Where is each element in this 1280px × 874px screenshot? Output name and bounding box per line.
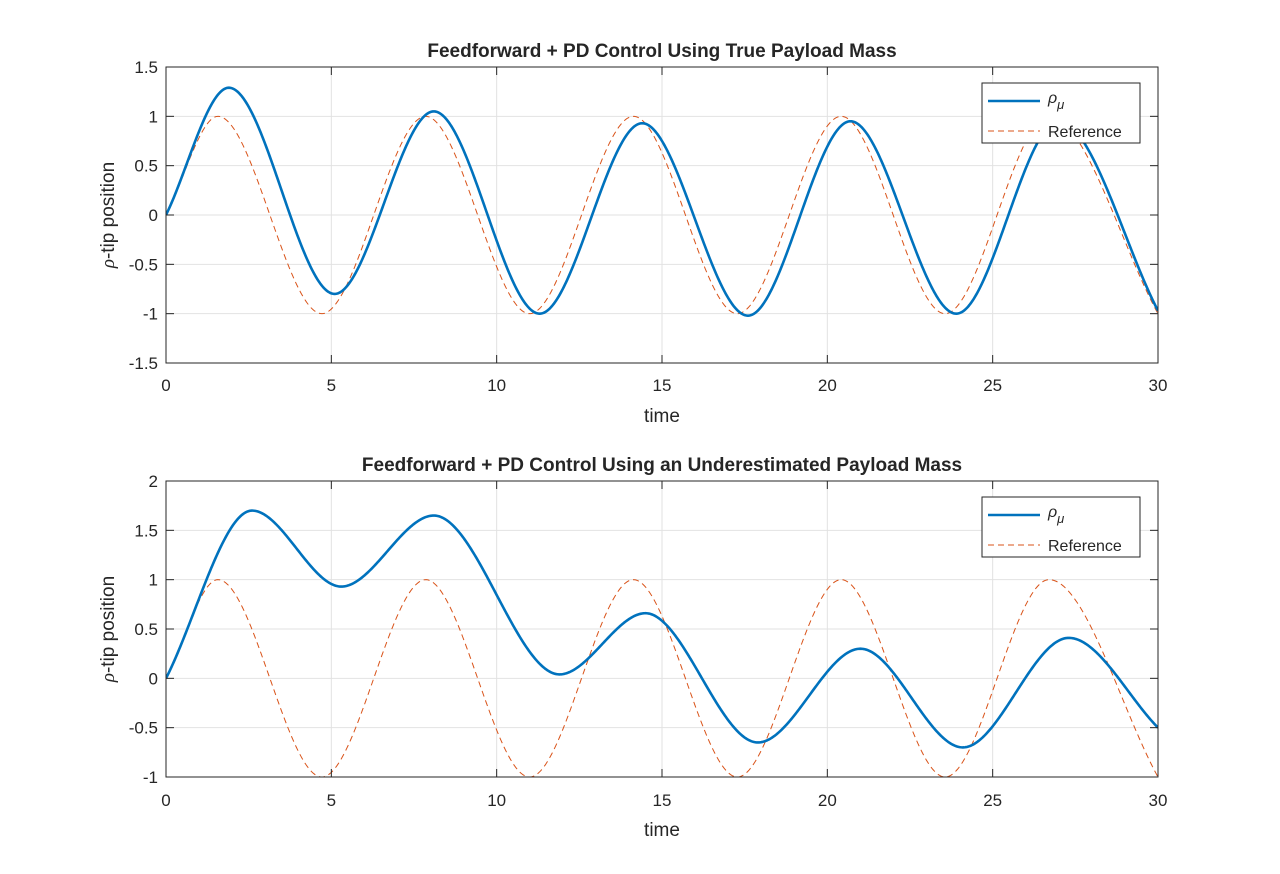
x-tick-label: 20 xyxy=(818,791,837,810)
subplot-2: Feedforward + PD Control Using an Undere… xyxy=(98,455,1167,841)
y-axis-label-text: -tip position xyxy=(98,576,119,673)
legend-box xyxy=(981,82,1141,144)
series-line-reference xyxy=(166,115,1158,315)
legend: ρμ Reference xyxy=(981,82,1141,144)
series-line-measured xyxy=(166,509,1158,749)
legend-label-measured: ρμ xyxy=(1047,504,1064,526)
y-tick-label: 0 xyxy=(149,669,158,688)
y-tick-label: 0 xyxy=(149,206,158,225)
x-tick-label: 15 xyxy=(653,376,672,395)
legend: ρμ Reference xyxy=(981,496,1141,558)
legend-label-measured: ρμ xyxy=(1047,90,1064,112)
x-tick-label: 20 xyxy=(818,376,837,395)
plot-area xyxy=(166,86,1158,317)
y-tick-label: -1 xyxy=(143,305,158,324)
y-tick-label: -1.5 xyxy=(129,354,158,373)
legend-label-reference: Reference xyxy=(1048,124,1122,141)
y-axis-label-symbol: ρ xyxy=(98,673,119,683)
y-axis-label-symbol: ρ xyxy=(98,259,119,269)
x-tick-label: 5 xyxy=(327,376,336,395)
y-tick-label: 1 xyxy=(149,107,158,126)
x-tick-label: 15 xyxy=(653,791,672,810)
y-tick-label: 0.5 xyxy=(134,620,158,639)
legend-box xyxy=(981,496,1141,558)
x-tick-label: 25 xyxy=(983,791,1002,810)
y-tick-label: 1.5 xyxy=(134,58,158,77)
legend-symbol: ρ xyxy=(1047,504,1057,521)
legend-symbol: ρ xyxy=(1047,90,1057,107)
legend-subscript: μ xyxy=(1056,511,1064,526)
y-tick-label: 1 xyxy=(149,571,158,590)
x-tick-label: 10 xyxy=(487,376,506,395)
chart-title: Feedforward + PD Control Using True Payl… xyxy=(427,41,896,62)
series-line-measured xyxy=(166,86,1158,317)
x-tick-label: 25 xyxy=(983,376,1002,395)
x-tick-label: 30 xyxy=(1149,376,1168,395)
subplot-1: Feedforward + PD Control Using True Payl… xyxy=(98,41,1167,427)
legend-label-reference: Reference xyxy=(1048,538,1122,555)
y-axis-label: ρ-tip position xyxy=(98,162,119,269)
legend-subscript: μ xyxy=(1056,97,1064,112)
y-tick-label: -0.5 xyxy=(129,719,158,738)
x-tick-label: 30 xyxy=(1149,791,1168,810)
x-axis-label: time xyxy=(644,820,680,841)
y-tick-label: 0.5 xyxy=(134,157,158,176)
y-tick-label: 2 xyxy=(149,472,158,491)
x-tick-label: 0 xyxy=(161,376,170,395)
x-axis-label: time xyxy=(644,406,680,427)
x-tick-label: 0 xyxy=(161,791,170,810)
y-axis-label-text: -tip position xyxy=(98,162,119,259)
x-tick-label: 10 xyxy=(487,791,506,810)
x-tick-label: 5 xyxy=(327,791,336,810)
y-tick-label: -0.5 xyxy=(129,255,158,274)
y-tick-label: 1.5 xyxy=(134,521,158,540)
y-tick-label: -1 xyxy=(143,768,158,787)
chart-title: Feedforward + PD Control Using an Undere… xyxy=(362,455,962,476)
y-axis-label: ρ-tip position xyxy=(98,576,119,683)
